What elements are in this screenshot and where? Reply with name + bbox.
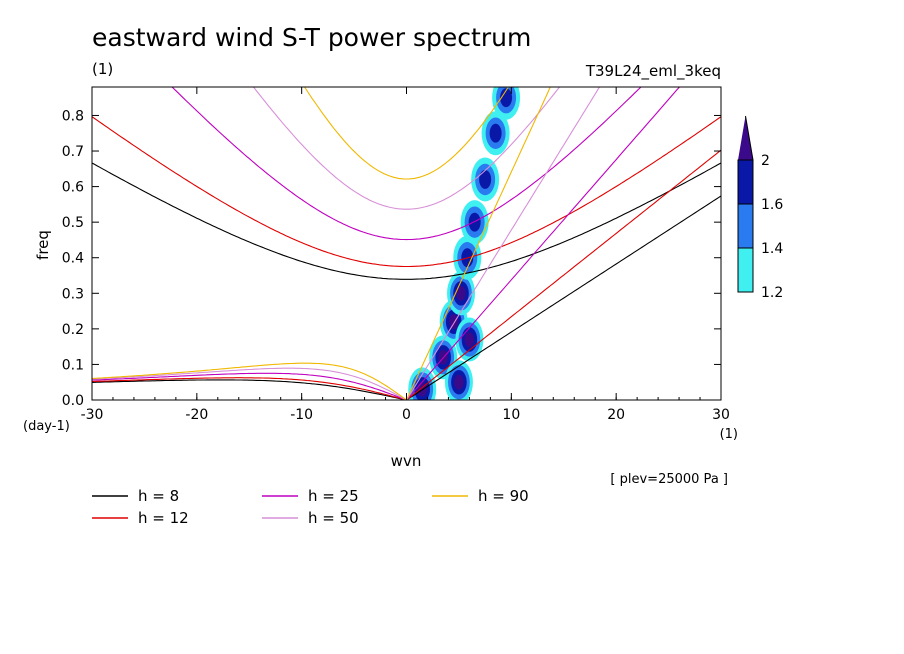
- colorbar-arrow: [738, 115, 754, 161]
- footnote: [ plev=25000 Pa ]: [610, 472, 728, 487]
- rossby-curve: [92, 377, 407, 400]
- y-tick-label: 0.5: [62, 215, 84, 231]
- kelvin-curve: [406, 87, 601, 400]
- kelvin-curve: [406, 195, 721, 400]
- y-tick-label: 0.4: [62, 251, 84, 267]
- y-tick-label: 0.7: [62, 144, 84, 160]
- x-tick-label: 30: [712, 407, 730, 423]
- run-label: T39L24_eml_3keq: [585, 62, 721, 81]
- x-axis-label: wvn: [391, 452, 422, 470]
- spectrum-contours: [408, 87, 521, 400]
- x-tick-label: 10: [502, 407, 520, 423]
- y-tick-label: 0.0: [62, 393, 84, 409]
- chart-subtitle: (1): [92, 60, 113, 78]
- legend: h = 8 h = 12 h = 25 h = 50 h = 90: [92, 487, 529, 527]
- gravity-wave-curve: [303, 87, 510, 180]
- spectral-peak: [489, 123, 502, 143]
- colorbar-segment: [737, 203, 754, 249]
- x-tick-label: -10: [290, 407, 313, 423]
- rossby-curve: [92, 372, 407, 400]
- colorbar-segment: [737, 159, 754, 205]
- y-tick-label: 0.2: [62, 322, 84, 338]
- colorbar-label: 2: [761, 153, 770, 169]
- plot-frame: [91, 86, 722, 401]
- y-unit-label: (day-1): [23, 419, 70, 434]
- spectral-peak: [456, 285, 466, 301]
- y-axis: 0.0 0.1 0.2 0.3 0.4 0.5 0.6 0.7 0.8: [62, 108, 721, 409]
- rossby-curve: [92, 362, 407, 400]
- gravity-wave-curve: [252, 87, 561, 210]
- x-tick-label: -30: [81, 407, 104, 423]
- x-tick-label: -20: [185, 407, 208, 423]
- y-tick-label: 0.6: [62, 180, 84, 196]
- spectral-peak: [479, 170, 492, 189]
- spectral-peak: [449, 314, 459, 330]
- chart-title: eastward wind S-T power spectrum: [92, 23, 531, 52]
- colorbar: 1.2 1.4 1.6 2: [737, 115, 783, 301]
- y-axis-label: freq: [34, 230, 52, 260]
- gravity-wave-curve: [171, 87, 642, 241]
- x-axis: -30 -20 -10 0 10 20 30: [81, 87, 730, 423]
- spectral-peak: [464, 332, 475, 347]
- kelvin-curve: [406, 87, 681, 400]
- legend-label: h = 90: [478, 487, 529, 505]
- y-tick-label: 0.8: [62, 108, 84, 124]
- colorbar-label: 1.6: [761, 197, 783, 213]
- x-tick-label: 20: [607, 407, 625, 423]
- x-unit-label: (1): [720, 427, 738, 442]
- rossby-curve: [92, 367, 407, 400]
- y-tick-label: 0.3: [62, 286, 84, 302]
- legend-label: h = 8: [138, 487, 179, 505]
- dispersion-curves: [92, 87, 721, 400]
- legend-label: h = 50: [308, 509, 359, 527]
- kelvin-curve: [405, 87, 551, 400]
- spectral-peak: [454, 374, 464, 390]
- x-tick-label: 0: [402, 407, 411, 423]
- gravity-wave-curve: [92, 116, 721, 268]
- legend-label: h = 12: [138, 509, 189, 527]
- colorbar-segment: [737, 247, 754, 293]
- y-tick-label: 0.1: [62, 357, 84, 373]
- colorbar-label: 1.4: [761, 241, 783, 257]
- legend-label: h = 25: [308, 487, 359, 505]
- spectral-peak: [500, 88, 513, 108]
- rossby-curve: [92, 379, 407, 400]
- colorbar-label: 1.2: [761, 285, 783, 301]
- gravity-wave-curve: [92, 162, 721, 280]
- kelvin-curve: [406, 149, 721, 400]
